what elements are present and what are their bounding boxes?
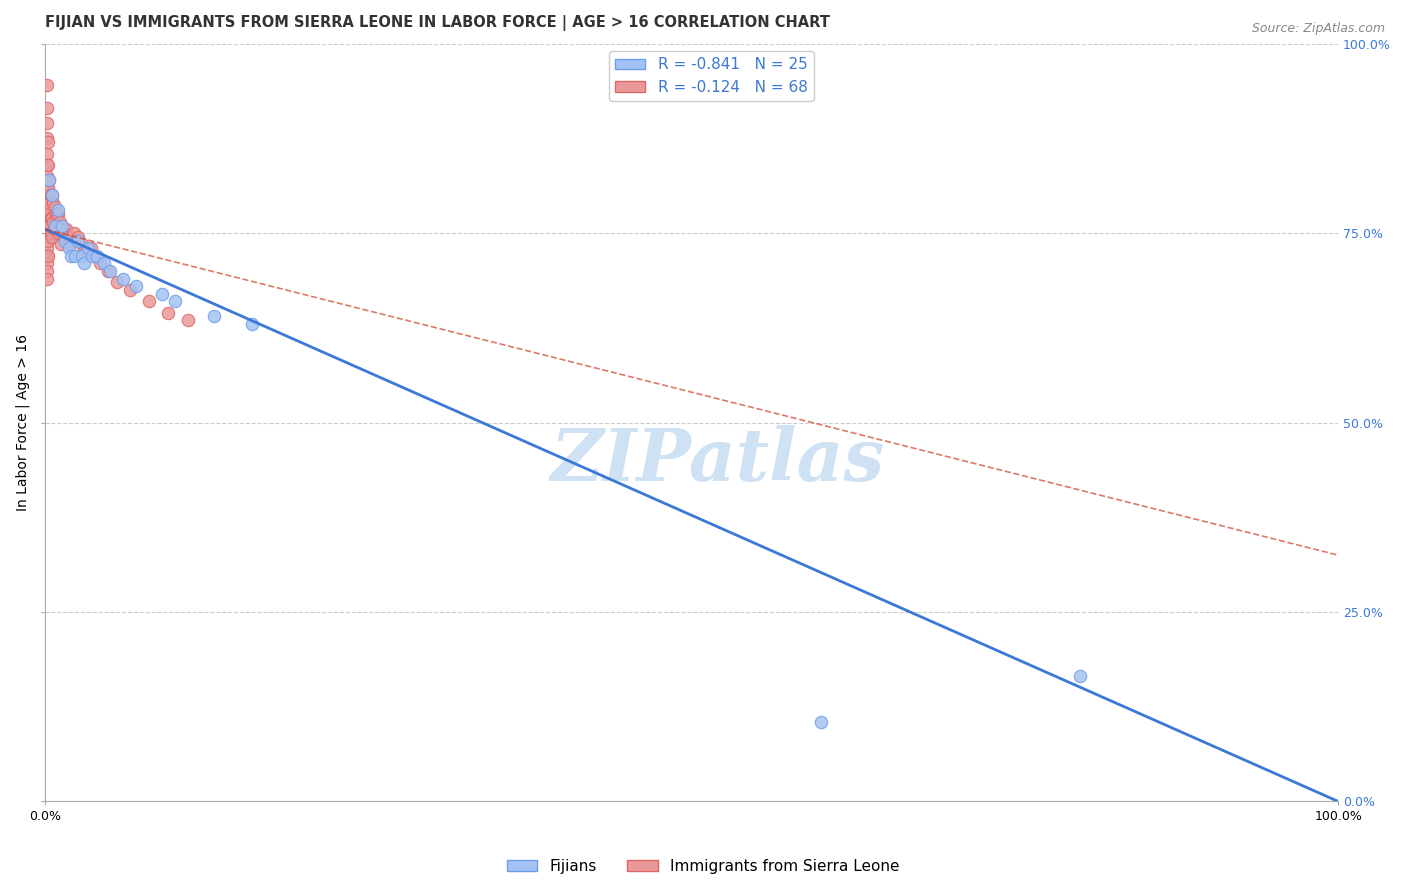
Point bbox=[38, 195, 60, 210]
Point bbox=[66, 234, 89, 248]
Point bbox=[35, 271, 58, 285]
Point bbox=[38, 173, 60, 187]
Point bbox=[96, 264, 118, 278]
Point bbox=[37, 135, 59, 149]
Point bbox=[56, 230, 79, 244]
Point bbox=[35, 256, 58, 270]
Point bbox=[53, 226, 76, 240]
Point bbox=[89, 256, 111, 270]
Point bbox=[42, 195, 65, 210]
Point bbox=[41, 188, 63, 202]
Point bbox=[176, 313, 198, 327]
Point bbox=[35, 264, 58, 278]
Point bbox=[35, 249, 58, 263]
Point bbox=[55, 222, 77, 236]
Point bbox=[35, 101, 58, 115]
Point bbox=[35, 219, 58, 233]
Point bbox=[42, 215, 65, 229]
Point bbox=[48, 226, 70, 240]
Point bbox=[51, 219, 73, 233]
Point bbox=[35, 188, 58, 202]
Point bbox=[48, 203, 70, 218]
Point bbox=[38, 173, 60, 187]
Point bbox=[35, 234, 58, 248]
Point bbox=[60, 234, 83, 248]
Point bbox=[44, 219, 66, 233]
Point bbox=[157, 306, 180, 320]
Point bbox=[37, 234, 59, 248]
Point bbox=[105, 276, 128, 290]
Point bbox=[52, 230, 75, 244]
Point bbox=[35, 146, 58, 161]
Point bbox=[98, 264, 121, 278]
Point bbox=[41, 230, 63, 244]
Point bbox=[60, 249, 83, 263]
Point bbox=[37, 180, 59, 194]
Point bbox=[39, 226, 62, 240]
Point bbox=[1069, 669, 1091, 683]
Point bbox=[35, 195, 58, 210]
Y-axis label: In Labor Force | Age > 16: In Labor Force | Age > 16 bbox=[15, 334, 30, 511]
Point bbox=[80, 241, 103, 255]
Point bbox=[35, 158, 58, 172]
Point bbox=[41, 188, 63, 202]
Point bbox=[44, 222, 66, 236]
Point bbox=[35, 180, 58, 194]
Point bbox=[39, 211, 62, 225]
Point bbox=[63, 249, 86, 263]
Point bbox=[46, 211, 69, 225]
Point bbox=[35, 169, 58, 184]
Point bbox=[53, 234, 76, 248]
Point bbox=[58, 237, 80, 252]
Text: FIJIAN VS IMMIGRANTS FROM SIERRA LEONE IN LABOR FORCE | AGE > 16 CORRELATION CHA: FIJIAN VS IMMIGRANTS FROM SIERRA LEONE I… bbox=[45, 15, 831, 31]
Point bbox=[35, 116, 58, 130]
Point bbox=[38, 219, 60, 233]
Point bbox=[44, 200, 66, 214]
Point bbox=[49, 237, 72, 252]
Legend: R = -0.841   N = 25, R = -0.124   N = 68: R = -0.841 N = 25, R = -0.124 N = 68 bbox=[609, 52, 814, 101]
Point bbox=[35, 78, 58, 93]
Point bbox=[138, 294, 160, 309]
Point bbox=[73, 256, 96, 270]
Point bbox=[37, 158, 59, 172]
Point bbox=[70, 237, 93, 252]
Point bbox=[41, 211, 63, 225]
Point bbox=[77, 241, 100, 255]
Point bbox=[63, 226, 86, 240]
Point bbox=[59, 230, 82, 244]
Point bbox=[37, 203, 59, 218]
Point bbox=[37, 249, 59, 263]
Point bbox=[83, 249, 105, 263]
Point bbox=[112, 271, 135, 285]
Point bbox=[48, 207, 70, 221]
Point bbox=[73, 245, 96, 260]
Point bbox=[125, 279, 148, 293]
Point bbox=[163, 294, 186, 309]
Point bbox=[35, 226, 58, 240]
Point bbox=[51, 222, 73, 236]
Point bbox=[810, 714, 832, 729]
Point bbox=[39, 188, 62, 202]
Point bbox=[37, 219, 59, 233]
Text: Source: ZipAtlas.com: Source: ZipAtlas.com bbox=[1251, 22, 1385, 36]
Point bbox=[80, 249, 103, 263]
Point bbox=[45, 207, 67, 221]
Point bbox=[70, 249, 93, 263]
Point bbox=[150, 286, 173, 301]
Point bbox=[35, 203, 58, 218]
Text: ZIPatlas: ZIPatlas bbox=[551, 425, 884, 496]
Point bbox=[48, 215, 70, 229]
Point bbox=[66, 230, 89, 244]
Point bbox=[93, 256, 115, 270]
Point bbox=[35, 241, 58, 255]
Point bbox=[35, 131, 58, 145]
Point bbox=[49, 222, 72, 236]
Point bbox=[202, 310, 225, 324]
Legend: Fijians, Immigrants from Sierra Leone: Fijians, Immigrants from Sierra Leone bbox=[501, 853, 905, 880]
Point bbox=[86, 249, 108, 263]
Point bbox=[58, 241, 80, 255]
Point bbox=[35, 211, 58, 225]
Point bbox=[240, 317, 263, 331]
Point bbox=[118, 283, 141, 297]
